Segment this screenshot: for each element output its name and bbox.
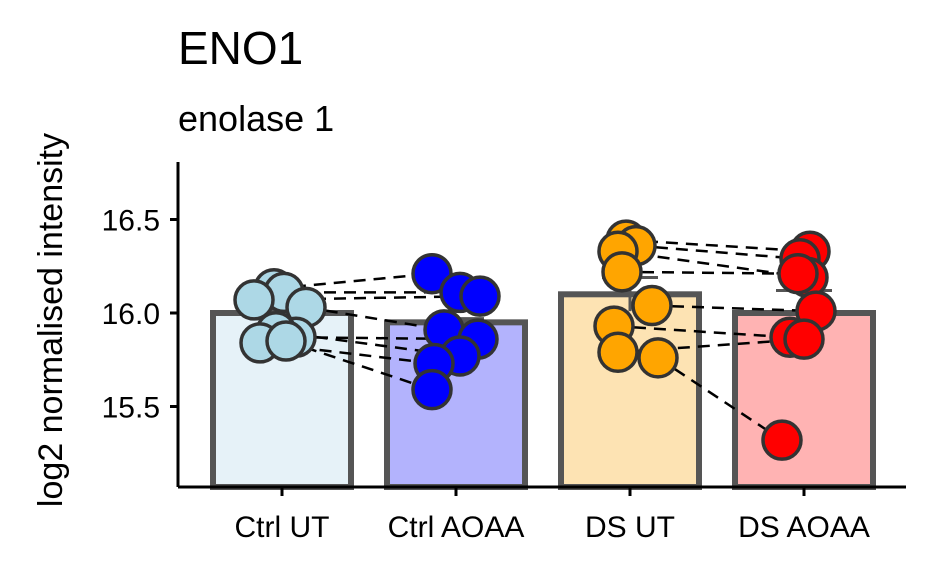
x-tick-label-0: Ctrl UT <box>235 511 330 544</box>
points-layer <box>233 219 837 461</box>
data-point-2-3 <box>601 251 643 293</box>
data-point-0-7 <box>265 320 307 362</box>
pair-line-2-1 <box>635 244 801 261</box>
x-tick-label-3: DS AOAA <box>738 511 870 544</box>
pair-line-2-7 <box>657 356 783 442</box>
pair-line-2-0 <box>625 238 811 253</box>
data-point-2-6 <box>597 331 639 374</box>
data-point-3-3 <box>777 252 819 295</box>
data-point-3-7 <box>761 419 803 461</box>
y-tick-label-0: 15.5 <box>102 392 160 425</box>
pair-line-2-5 <box>613 324 791 339</box>
pair-line-0-3 <box>305 306 445 332</box>
data-point-2-4 <box>631 284 673 327</box>
y-axis-title: log2 normalised intensity <box>32 133 70 507</box>
data-point-2-7 <box>637 337 679 379</box>
x-tick-label-1: Ctrl AOAA <box>388 511 525 544</box>
x-tick-label-2: DS UT <box>585 511 675 544</box>
pair-line-2-3 <box>621 270 799 275</box>
y-axis-ticks: 15.5 16.0 16.5 <box>102 205 178 425</box>
chart-subtitle: enolase 1 <box>178 98 334 139</box>
y-tick-label-2: 16.5 <box>102 205 160 238</box>
data-point-0-2 <box>233 279 275 321</box>
data-point-1-7 <box>411 368 453 411</box>
y-tick-label-1: 16.0 <box>102 298 160 331</box>
data-point-3-6 <box>783 318 825 360</box>
pair-line-2-4 <box>651 304 817 313</box>
chart-title: ENO1 <box>178 22 303 74</box>
x-axis-ticks: Ctrl UT Ctrl AOAA DS UT DS AOAA <box>235 487 870 544</box>
data-point-1-2 <box>459 275 501 317</box>
